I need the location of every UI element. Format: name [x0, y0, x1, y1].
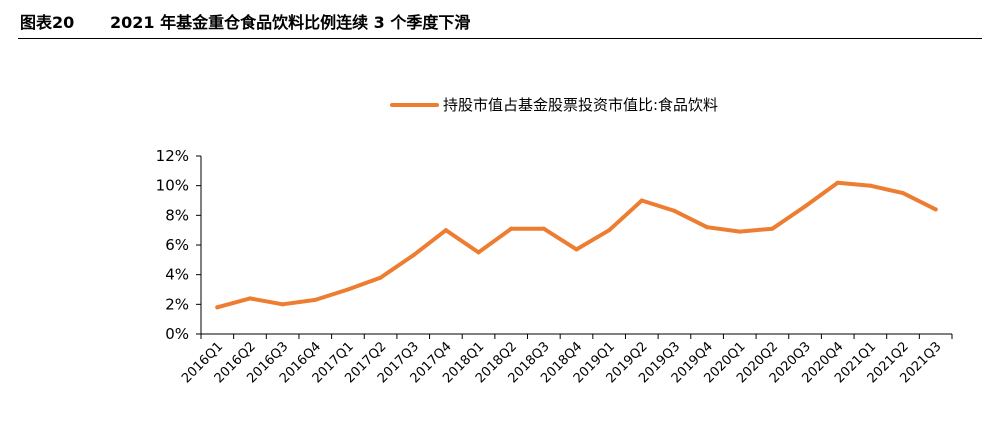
y-tick-label: 8%	[165, 206, 189, 224]
data-point	[639, 198, 644, 203]
y-tick-label: 2%	[165, 295, 189, 313]
y-tick-label: 4%	[165, 266, 189, 284]
data-point	[443, 228, 448, 233]
data-point	[705, 225, 710, 230]
data-point	[933, 207, 938, 212]
data-point	[803, 204, 808, 209]
data-point	[247, 296, 252, 301]
data-point	[411, 253, 416, 258]
figure-header: 图表20 2021 年基金重仓食品饮料比例连续 3 个季度下滑	[18, 8, 982, 39]
y-tick-label: 12%	[156, 147, 189, 165]
data-point	[345, 287, 350, 292]
series-line	[215, 180, 938, 310]
data-point	[737, 229, 742, 234]
data-point	[509, 226, 514, 231]
data-point	[574, 247, 579, 252]
data-point	[868, 183, 873, 188]
data-point	[607, 228, 612, 233]
y-tick-label: 0%	[165, 325, 189, 343]
data-point	[835, 180, 840, 185]
figure-title: 2021 年基金重仓食品饮料比例连续 3 个季度下滑	[110, 13, 471, 32]
data-point	[378, 275, 383, 280]
data-point	[672, 208, 677, 213]
data-point	[476, 250, 481, 255]
data-point	[215, 305, 220, 310]
y-tick-label: 10%	[156, 177, 189, 195]
data-point	[313, 297, 318, 302]
y-tick-label: 6%	[165, 236, 189, 254]
legend-label: 持股市值占基金股票投资市值比:食品饮料	[443, 96, 718, 114]
data-point	[901, 191, 906, 196]
figure-number: 图表20	[20, 13, 75, 32]
data-point	[280, 302, 285, 307]
data-point	[770, 226, 775, 231]
data-point	[541, 226, 546, 231]
